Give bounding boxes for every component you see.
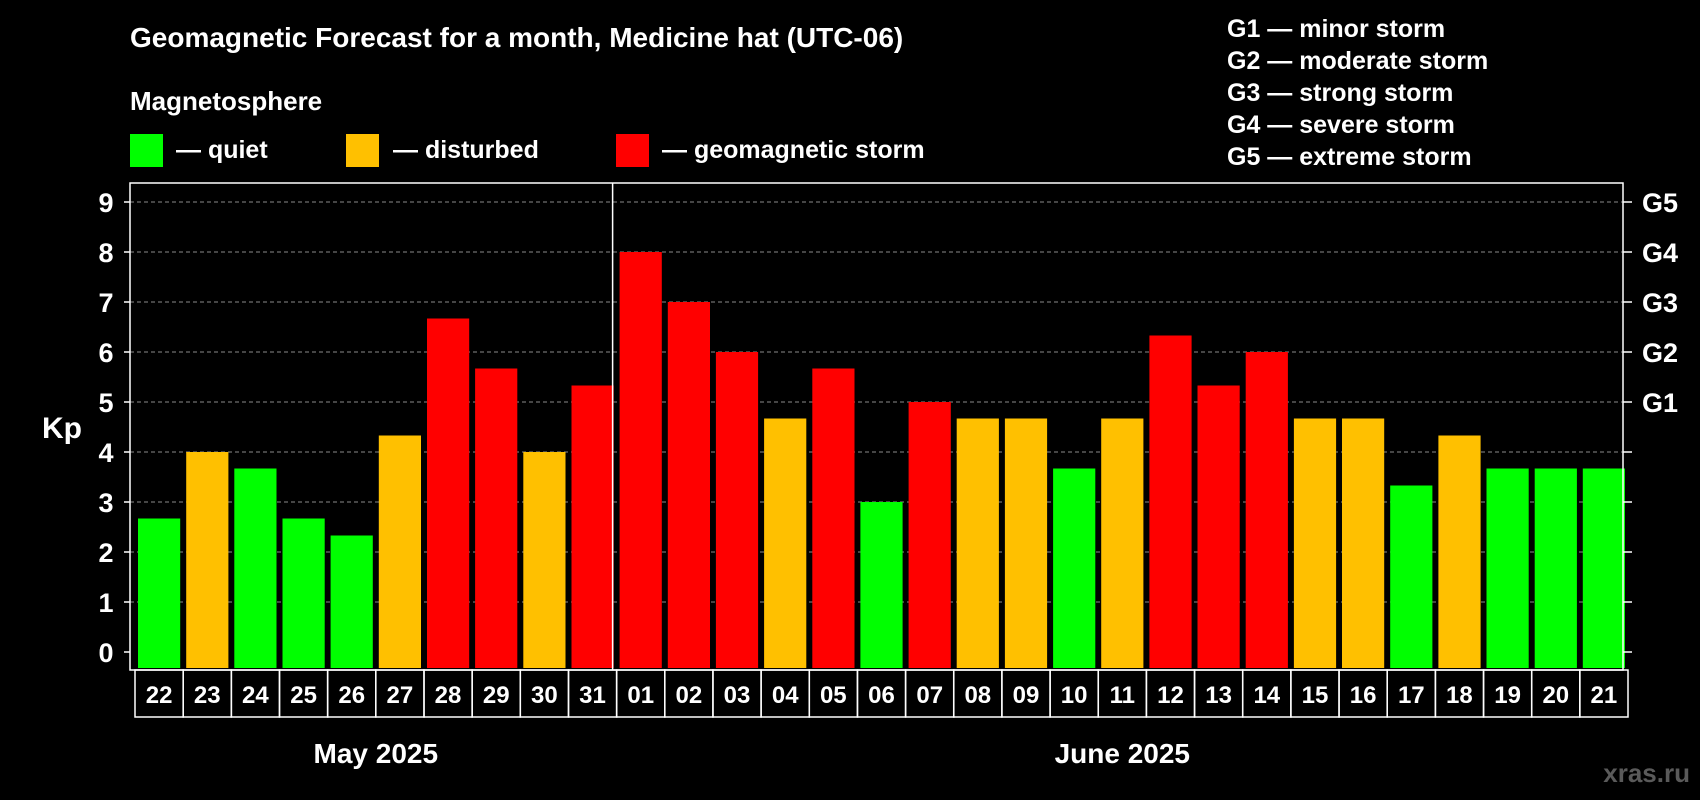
scale-legend-g4: G4 — severe storm <box>1227 111 1455 139</box>
legend-label-quiet: — quiet <box>176 136 268 164</box>
y-tick-label: 6 <box>98 338 113 368</box>
bar-06 <box>860 502 903 668</box>
bar-13 <box>1197 385 1240 668</box>
date-label-08: 08 <box>964 682 991 709</box>
y-tick-label: 1 <box>98 588 113 618</box>
axes <box>124 182 1632 718</box>
bar-16 <box>1342 418 1385 668</box>
y-tick-label: 0 <box>98 638 113 668</box>
bar-12 <box>1149 335 1192 668</box>
date-label-10: 10 <box>1061 682 1088 709</box>
date-label-12: 12 <box>1157 682 1184 709</box>
bar-18 <box>1438 435 1481 668</box>
y-tick-label: 3 <box>98 488 113 518</box>
date-label-16: 16 <box>1350 682 1377 709</box>
date-label-15: 15 <box>1302 682 1329 709</box>
g-scale-label: G1 <box>1642 388 1678 418</box>
date-label-07: 07 <box>916 682 943 709</box>
date-label-24: 24 <box>242 682 269 709</box>
legend-swatch-quiet <box>130 134 163 167</box>
date-label-31: 31 <box>579 682 606 709</box>
y-tick-label: 8 <box>98 238 113 268</box>
date-label-17: 17 <box>1398 682 1425 709</box>
date-label-03: 03 <box>724 682 751 709</box>
watermark: xras.ru <box>1603 758 1690 788</box>
date-label-20: 20 <box>1542 682 1569 709</box>
g-scale-label: G5 <box>1642 188 1678 218</box>
legend-label-storm: — geomagnetic storm <box>662 136 925 164</box>
bar-05 <box>812 368 855 668</box>
date-label-29: 29 <box>483 682 510 709</box>
y-tick-label: 2 <box>98 538 113 568</box>
date-box <box>1579 669 1629 718</box>
bar-20 <box>1534 468 1577 668</box>
bar-25 <box>282 518 325 668</box>
date-label-05: 05 <box>820 682 847 709</box>
bar-04 <box>764 418 807 668</box>
date-label-04: 04 <box>772 682 799 709</box>
date-label-13: 13 <box>1205 682 1232 709</box>
date-label-02: 02 <box>676 682 703 709</box>
legend-swatch-disturbed <box>346 134 379 167</box>
bar-14 <box>1245 352 1288 668</box>
bar-30 <box>523 452 566 668</box>
date-label-09: 09 <box>1013 682 1040 709</box>
chart-title: Geomagnetic Forecast for a month, Medici… <box>130 22 903 53</box>
month-label: May 2025 <box>314 738 439 769</box>
bar-07 <box>908 402 951 668</box>
bar-27 <box>378 435 421 668</box>
legend-label-disturbed: — disturbed <box>393 136 539 164</box>
scale-legend-g5: G5 — extreme storm <box>1227 143 1472 171</box>
bar-26 <box>330 535 373 668</box>
y-tick-label: 4 <box>98 438 113 468</box>
date-label-27: 27 <box>387 682 414 709</box>
bar-02 <box>667 302 710 668</box>
bar-23 <box>186 452 229 668</box>
bar-01 <box>619 252 662 668</box>
date-label-14: 14 <box>1253 682 1280 709</box>
bar-10 <box>1053 468 1096 668</box>
y-tick-label: 9 <box>98 188 113 218</box>
legend-swatch-storm <box>616 134 649 167</box>
bar-15 <box>1293 418 1337 668</box>
bar-09 <box>1004 418 1048 668</box>
bar-31 <box>571 385 614 668</box>
date-label-30: 30 <box>531 682 558 709</box>
month-label: June 2025 <box>1055 738 1190 769</box>
bar-19 <box>1486 468 1529 668</box>
bar-24 <box>234 468 277 668</box>
y-tick-label: 7 <box>98 288 113 318</box>
bar-11 <box>1101 418 1144 668</box>
date-label-01: 01 <box>627 682 654 709</box>
bar-08 <box>956 418 999 668</box>
bar-03 <box>715 352 759 668</box>
g-scale-label: G3 <box>1642 288 1678 318</box>
date-label-18: 18 <box>1446 682 1473 709</box>
bar-17 <box>1390 485 1433 668</box>
date-label-25: 25 <box>290 682 317 709</box>
date-label-21: 21 <box>1591 682 1618 709</box>
scale-legend-g1: G1 — minor storm <box>1227 15 1445 43</box>
y-axis-label: Kp <box>42 412 82 445</box>
g-scale-label: G4 <box>1642 238 1678 268</box>
y-tick-label: 5 <box>98 388 113 418</box>
legend-title: Magnetosphere <box>130 86 322 116</box>
bar-29 <box>475 368 518 668</box>
scale-legend-g2: G2 — moderate storm <box>1227 47 1488 75</box>
bars <box>138 252 1625 668</box>
date-label-28: 28 <box>435 682 462 709</box>
date-label-06: 06 <box>868 682 895 709</box>
scale-legend-g3: G3 — strong storm <box>1227 79 1453 107</box>
date-label-22: 22 <box>146 682 173 709</box>
date-label-11: 11 <box>1110 682 1135 709</box>
bar-22 <box>138 518 181 668</box>
date-label-26: 26 <box>338 682 365 709</box>
date-label-19: 19 <box>1494 682 1521 709</box>
g-scale-label: G2 <box>1642 338 1678 368</box>
date-label-23: 23 <box>194 682 221 709</box>
bar-21 <box>1582 468 1625 668</box>
bar-28 <box>427 318 470 668</box>
